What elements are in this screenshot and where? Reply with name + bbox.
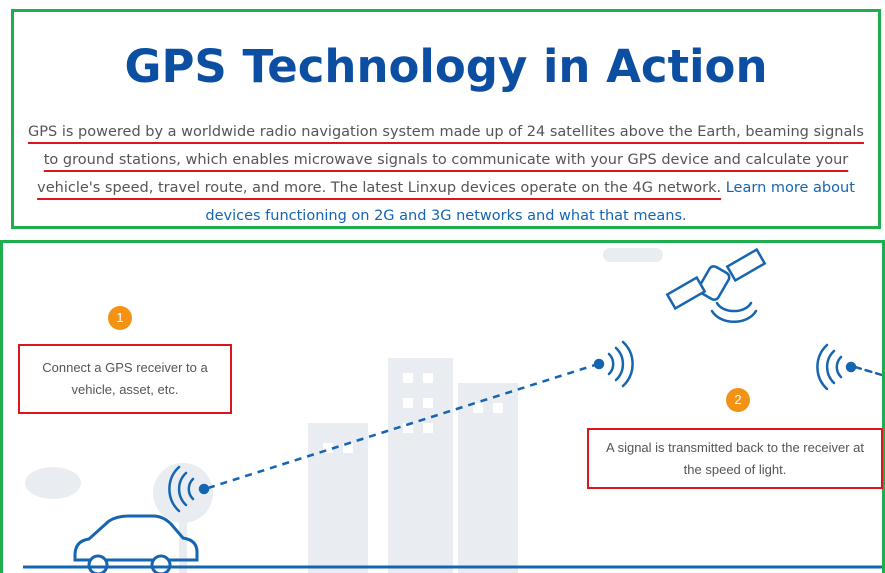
step-number: 2 xyxy=(726,388,750,412)
intro-paragraph: GPS is powered by a worldwide radio navi… xyxy=(28,118,864,230)
step-text-box: A signal is transmitted back to the rece… xyxy=(587,428,883,489)
page-title: GPS Technology in Action xyxy=(14,40,878,93)
car xyxy=(75,516,197,573)
illustration-panel: 1 Connect a GPS receiver to a vehicle, a… xyxy=(0,240,885,573)
header-panel: GPS Technology in Action GPS is powered … xyxy=(11,9,881,229)
page: GPS Technology in Action GPS is powered … xyxy=(0,0,885,567)
satellite xyxy=(667,250,764,309)
step-number: 1 xyxy=(108,306,132,330)
step-text-box: Connect a GPS receiver to a vehicle, ass… xyxy=(18,344,232,414)
